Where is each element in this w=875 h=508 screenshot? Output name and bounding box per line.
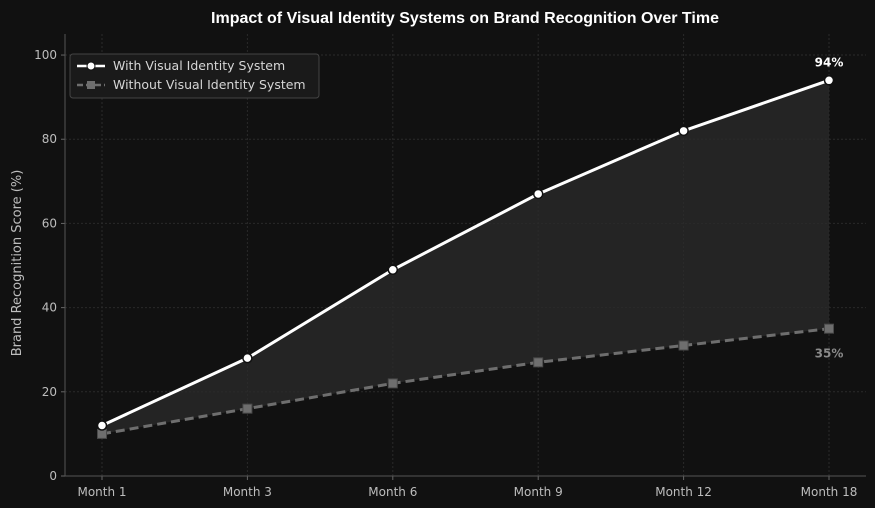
data-point-without [242,403,253,414]
data-point-with [242,352,253,364]
x-tick-label: Month 1 [77,485,126,499]
data-point-with [678,125,689,137]
x-tick-label: Month 18 [801,485,858,499]
axis-layer: 0 20 40 60 80 100 Month 1 Month 3 Month 6 Month 9… [34,34,866,499]
y-tick-label: 20 [42,385,57,399]
data-point-without [387,378,398,389]
chart-title: Impact of Visual Identity Systems on Bra… [211,10,719,27]
data-point-with [96,420,108,431]
y-tick-label: 80 [42,132,57,146]
data-point-without [533,357,544,368]
x-tick-label: Month 9 [514,485,563,499]
data-point-with [387,264,399,275]
legend-swatch-without-marker [87,81,95,89]
legend-box [69,53,320,99]
data-point-without [824,323,834,334]
end-label-without: 35% [815,347,844,361]
y-tick-label: 100 [34,48,57,62]
series-line-with [101,78,830,427]
data-point-with [823,75,835,86]
legend-label-with: With Visual Identity System [113,58,285,73]
y-tick-label: 40 [42,301,57,315]
y-tick-label: 60 [42,216,57,230]
y-tick-label: 0 [49,469,57,483]
data-point-without [678,340,689,351]
series-layer [96,75,835,439]
x-tick-label: Month 3 [223,485,272,499]
y-axis-label: Brand Recognition Score (%) [10,170,25,357]
legend: With Visual Identity System Without Visu… [69,53,320,99]
end-label-with: 94% [815,55,844,69]
fill-between-area [102,80,829,434]
legend-label-without: Without Visual Identity System [113,77,306,92]
data-point-with [532,188,544,200]
x-tick-label: Month 12 [655,485,712,499]
x-tick-label: Month 6 [368,485,417,499]
legend-swatch-with-marker [86,61,96,71]
fill-layer [102,80,829,434]
series-line-without [101,327,830,436]
data-point-without [97,428,107,439]
